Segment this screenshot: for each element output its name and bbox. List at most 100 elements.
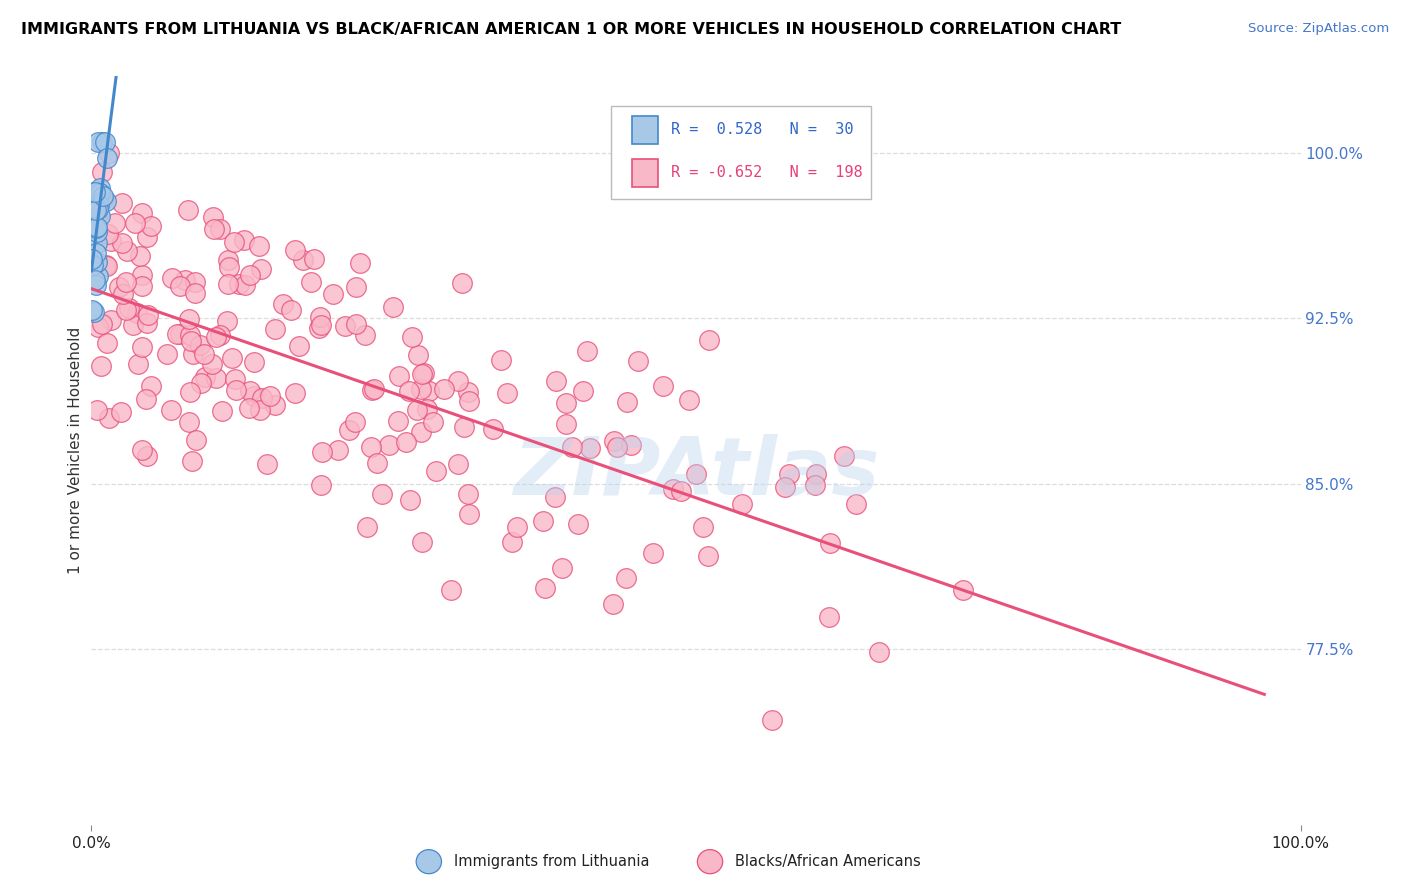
Point	[697, 549, 720, 564]
Point	[603, 434, 626, 449]
Point	[177, 312, 200, 326]
Point	[291, 252, 314, 267]
Point	[100, 313, 122, 327]
Point	[82, 252, 104, 267]
Point	[217, 314, 239, 328]
Point	[111, 196, 134, 211]
Point	[561, 440, 583, 454]
Point	[409, 425, 432, 440]
Point	[697, 333, 720, 347]
Point	[141, 379, 163, 393]
Point	[579, 441, 602, 455]
Point	[606, 440, 628, 454]
Point	[112, 287, 135, 301]
Point	[447, 374, 470, 388]
Point	[360, 383, 382, 397]
Point	[388, 368, 411, 383]
Point	[284, 243, 307, 257]
Point	[555, 396, 578, 410]
Point	[620, 438, 643, 452]
Text: ZIPAtlas: ZIPAtlas	[513, 434, 879, 512]
Point	[489, 352, 512, 367]
Point	[806, 467, 828, 482]
Point	[193, 347, 215, 361]
Point	[82, 302, 104, 317]
Point	[228, 277, 250, 292]
Point	[201, 211, 224, 225]
Point	[328, 443, 350, 458]
Point	[118, 301, 141, 315]
Point	[104, 216, 127, 230]
Point	[87, 197, 110, 211]
Point	[176, 202, 198, 217]
Point	[952, 583, 974, 598]
Point	[363, 382, 385, 396]
Point	[602, 597, 624, 611]
Point	[91, 165, 114, 179]
Point	[86, 236, 108, 251]
Point	[496, 386, 519, 401]
Point	[425, 464, 447, 478]
Point	[194, 370, 217, 384]
Point	[271, 297, 294, 311]
Point	[344, 317, 367, 331]
Point	[224, 371, 246, 385]
Point	[89, 181, 111, 195]
Point	[418, 384, 440, 399]
Point	[136, 450, 159, 464]
Point	[360, 440, 382, 454]
Point	[100, 235, 122, 249]
Point	[124, 216, 146, 230]
Point	[221, 351, 243, 366]
Point	[337, 423, 360, 437]
Point	[387, 414, 409, 428]
Point	[250, 391, 273, 405]
Point	[616, 395, 638, 409]
Point	[259, 389, 281, 403]
Point	[131, 340, 153, 354]
Point	[250, 262, 273, 277]
Point	[264, 322, 287, 336]
Point	[411, 535, 433, 549]
Point	[458, 394, 481, 409]
Point	[205, 329, 228, 343]
Point	[280, 303, 302, 318]
Point	[84, 221, 107, 235]
Point	[692, 520, 714, 534]
Point	[288, 339, 311, 353]
Point	[84, 246, 107, 260]
Point	[256, 457, 278, 471]
Point	[506, 520, 529, 534]
Point	[190, 376, 212, 390]
Point	[86, 268, 108, 283]
Point	[353, 328, 375, 343]
Point	[406, 348, 429, 362]
Point	[249, 403, 271, 417]
FancyBboxPatch shape	[612, 106, 872, 200]
Point	[378, 438, 401, 452]
Text: R = -0.652   N =  198: R = -0.652 N = 198	[671, 165, 862, 180]
Point	[614, 571, 637, 585]
Point	[366, 456, 388, 470]
Point	[86, 202, 108, 217]
Point	[190, 338, 212, 352]
Point	[86, 254, 108, 268]
Point	[83, 304, 105, 318]
Point	[818, 536, 841, 550]
FancyBboxPatch shape	[631, 116, 658, 144]
Point	[225, 384, 247, 398]
Point	[567, 516, 589, 531]
Point	[451, 277, 474, 291]
Text: IMMIGRANTS FROM LITHUANIA VS BLACK/AFRICAN AMERICAN 1 OR MORE VEHICLES IN HOUSEH: IMMIGRANTS FROM LITHUANIA VS BLACK/AFRIC…	[21, 22, 1122, 37]
Point	[166, 326, 188, 341]
Point	[311, 444, 333, 458]
Point	[108, 280, 131, 294]
Point	[84, 190, 107, 204]
Point	[416, 401, 439, 416]
Point	[409, 383, 432, 397]
Point	[97, 227, 120, 241]
Point	[87, 202, 110, 216]
Point	[239, 384, 262, 399]
Point	[98, 411, 121, 425]
Point	[439, 583, 461, 598]
